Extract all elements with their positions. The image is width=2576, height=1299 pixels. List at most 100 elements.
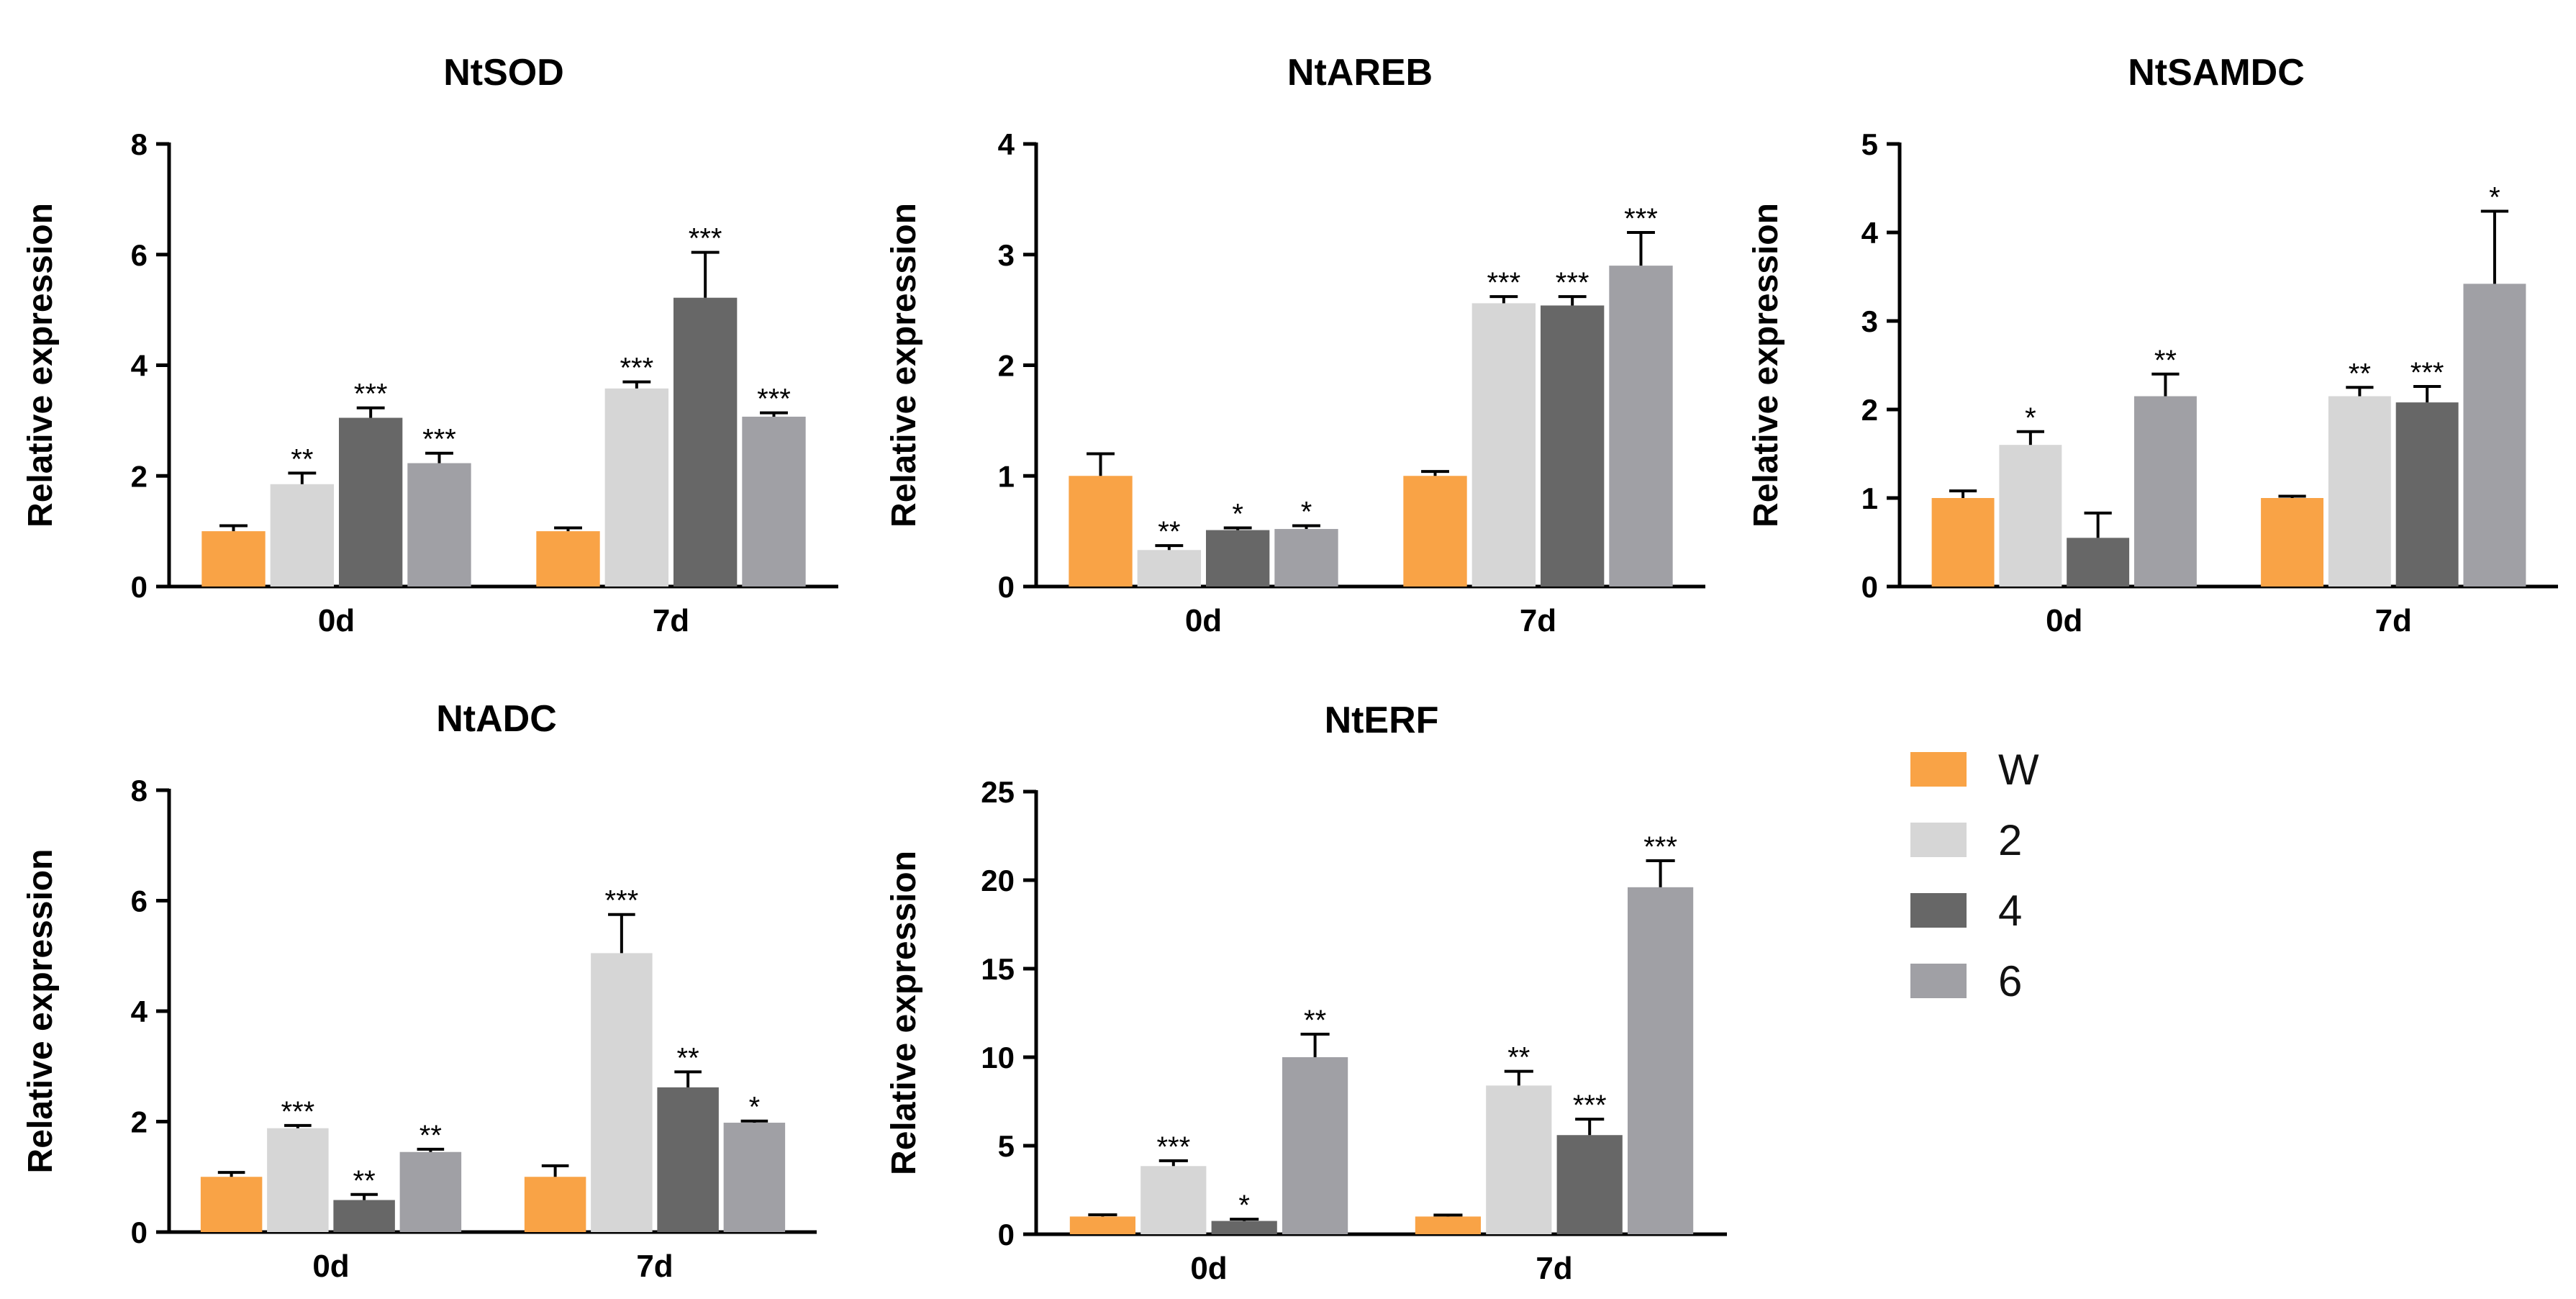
- y-tick-label: 2: [998, 349, 1015, 383]
- significance-label: ***: [422, 424, 456, 456]
- chart-title: NtSAMDC: [2128, 52, 2305, 94]
- significance-label: ***: [1487, 267, 1520, 299]
- bar-w-0d: [200, 1177, 263, 1232]
- bar-4-0d: [333, 1200, 395, 1232]
- bar-2-7d: [1471, 303, 1536, 587]
- significance-label: **: [1304, 1005, 1326, 1036]
- bar-4-7d: [2395, 402, 2459, 587]
- significance-label: ***: [1573, 1090, 1607, 1121]
- significance-label: **: [1158, 516, 1180, 548]
- significance-label: *: [1301, 496, 1312, 528]
- x-tick-label: 7d: [1520, 603, 1556, 638]
- bar-w-7d: [524, 1177, 586, 1232]
- legend-swatch-6: [1910, 964, 1967, 998]
- bar-2-0d: [270, 484, 335, 587]
- legend: W 2 4 6: [1910, 734, 2039, 1016]
- bar-6-7d: [1609, 266, 1673, 587]
- bar-4-0d: [2067, 538, 2130, 587]
- y-tick-label: 0: [998, 1218, 1015, 1252]
- y-tick-label: 1: [1861, 481, 1878, 515]
- bar-6-7d: [742, 416, 806, 587]
- y-tick-label: 2: [1861, 393, 1878, 427]
- y-axis-label: Relative expression: [885, 203, 923, 528]
- bar-6-0d: [2133, 396, 2197, 587]
- bar-w-0d: [201, 531, 266, 587]
- significance-label: **: [291, 443, 313, 475]
- significance-label: ***: [1556, 267, 1589, 299]
- bar-2-0d: [267, 1128, 329, 1232]
- y-tick-label: 2: [131, 459, 148, 493]
- significance-label: ***: [1643, 831, 1677, 863]
- y-axis-label: Relative expression: [22, 849, 60, 1174]
- bar-w-0d: [1069, 1216, 1135, 1234]
- y-tick-label: 5: [1861, 127, 1878, 161]
- bar-6-0d: [1274, 529, 1338, 587]
- legend-label-6: 6: [1998, 956, 2023, 1005]
- bar-2-0d: [1999, 445, 2062, 587]
- x-tick-label: 0d: [318, 603, 355, 638]
- y-tick-label: 6: [131, 238, 148, 272]
- y-tick-label: 4: [1861, 216, 1879, 250]
- significance-label: ***: [689, 223, 722, 255]
- y-tick-label: 0: [131, 570, 148, 604]
- bar-4-7d: [1556, 1135, 1623, 1234]
- y-tick-label: 10: [981, 1041, 1015, 1074]
- y-tick-label: 1: [998, 459, 1015, 493]
- y-tick-label: 25: [981, 775, 1015, 809]
- x-tick-label: 0d: [1190, 1251, 1227, 1286]
- bar-2-7d: [591, 953, 653, 1232]
- x-tick-label: 0d: [2046, 603, 2082, 638]
- legend-label-2: 2: [1998, 815, 2023, 864]
- x-tick-label: 7d: [2375, 603, 2412, 638]
- significance-label: ***: [2411, 357, 2444, 389]
- legend-item-2: 2: [1910, 805, 2039, 875]
- significance-label: **: [677, 1042, 699, 1074]
- bar-w-7d: [1415, 1216, 1481, 1234]
- significance-label: *: [749, 1092, 761, 1123]
- y-tick-label: 4: [998, 127, 1015, 161]
- significance-label: *: [2025, 402, 2036, 434]
- bar-6-0d: [407, 463, 471, 587]
- bar-2-7d: [2328, 396, 2391, 587]
- bar-6-7d: [2463, 284, 2526, 587]
- chart-panel-ntsamdc: NtSAMDC Relative expression 0 1 2 3 4 5 0d *** 7d *…: [1747, 52, 2558, 638]
- legend-item-6: 6: [1910, 946, 2039, 1016]
- significance-label: **: [1507, 1042, 1530, 1074]
- bar-6-7d: [1628, 887, 1694, 1234]
- y-tick-label: 4: [131, 349, 148, 383]
- bar-2-0d: [1140, 1166, 1207, 1234]
- bar-6-0d: [399, 1151, 462, 1232]
- y-axis-label: Relative expression: [1747, 203, 1785, 528]
- bar-4-0d: [1205, 530, 1270, 587]
- bar-6-7d: [723, 1123, 786, 1232]
- bar-w-7d: [1403, 476, 1467, 587]
- y-tick-label: 5: [998, 1129, 1015, 1163]
- significance-label: ***: [620, 353, 653, 384]
- bar-6-0d: [1282, 1057, 1348, 1234]
- significance-label: ***: [1624, 203, 1658, 235]
- legend-swatch-w: [1910, 752, 1967, 787]
- significance-label: ***: [1156, 1131, 1190, 1163]
- bar-w-7d: [2261, 498, 2324, 587]
- significance-label: **: [419, 1120, 442, 1151]
- legend-swatch-2: [1910, 823, 1967, 857]
- x-tick-label: 7d: [636, 1249, 673, 1284]
- legend-label-w: W: [1998, 745, 2039, 794]
- bar-2-7d: [604, 388, 669, 587]
- y-tick-label: 0: [1861, 570, 1878, 604]
- bar-4-7d: [673, 297, 738, 587]
- y-tick-label: 20: [981, 864, 1015, 897]
- bar-w-0d: [1931, 498, 1995, 587]
- y-tick-label: 8: [131, 774, 148, 807]
- legend-item-4: 4: [1910, 875, 2039, 946]
- significance-label: *: [1238, 1190, 1250, 1221]
- y-tick-label: 3: [1861, 304, 1878, 338]
- legend-label-4: 4: [1998, 886, 2023, 935]
- chart-title: NtAREB: [1287, 52, 1433, 94]
- chart-title: NtADC: [436, 698, 557, 740]
- bar-4-7d: [1540, 305, 1605, 587]
- bar-4-7d: [657, 1087, 719, 1232]
